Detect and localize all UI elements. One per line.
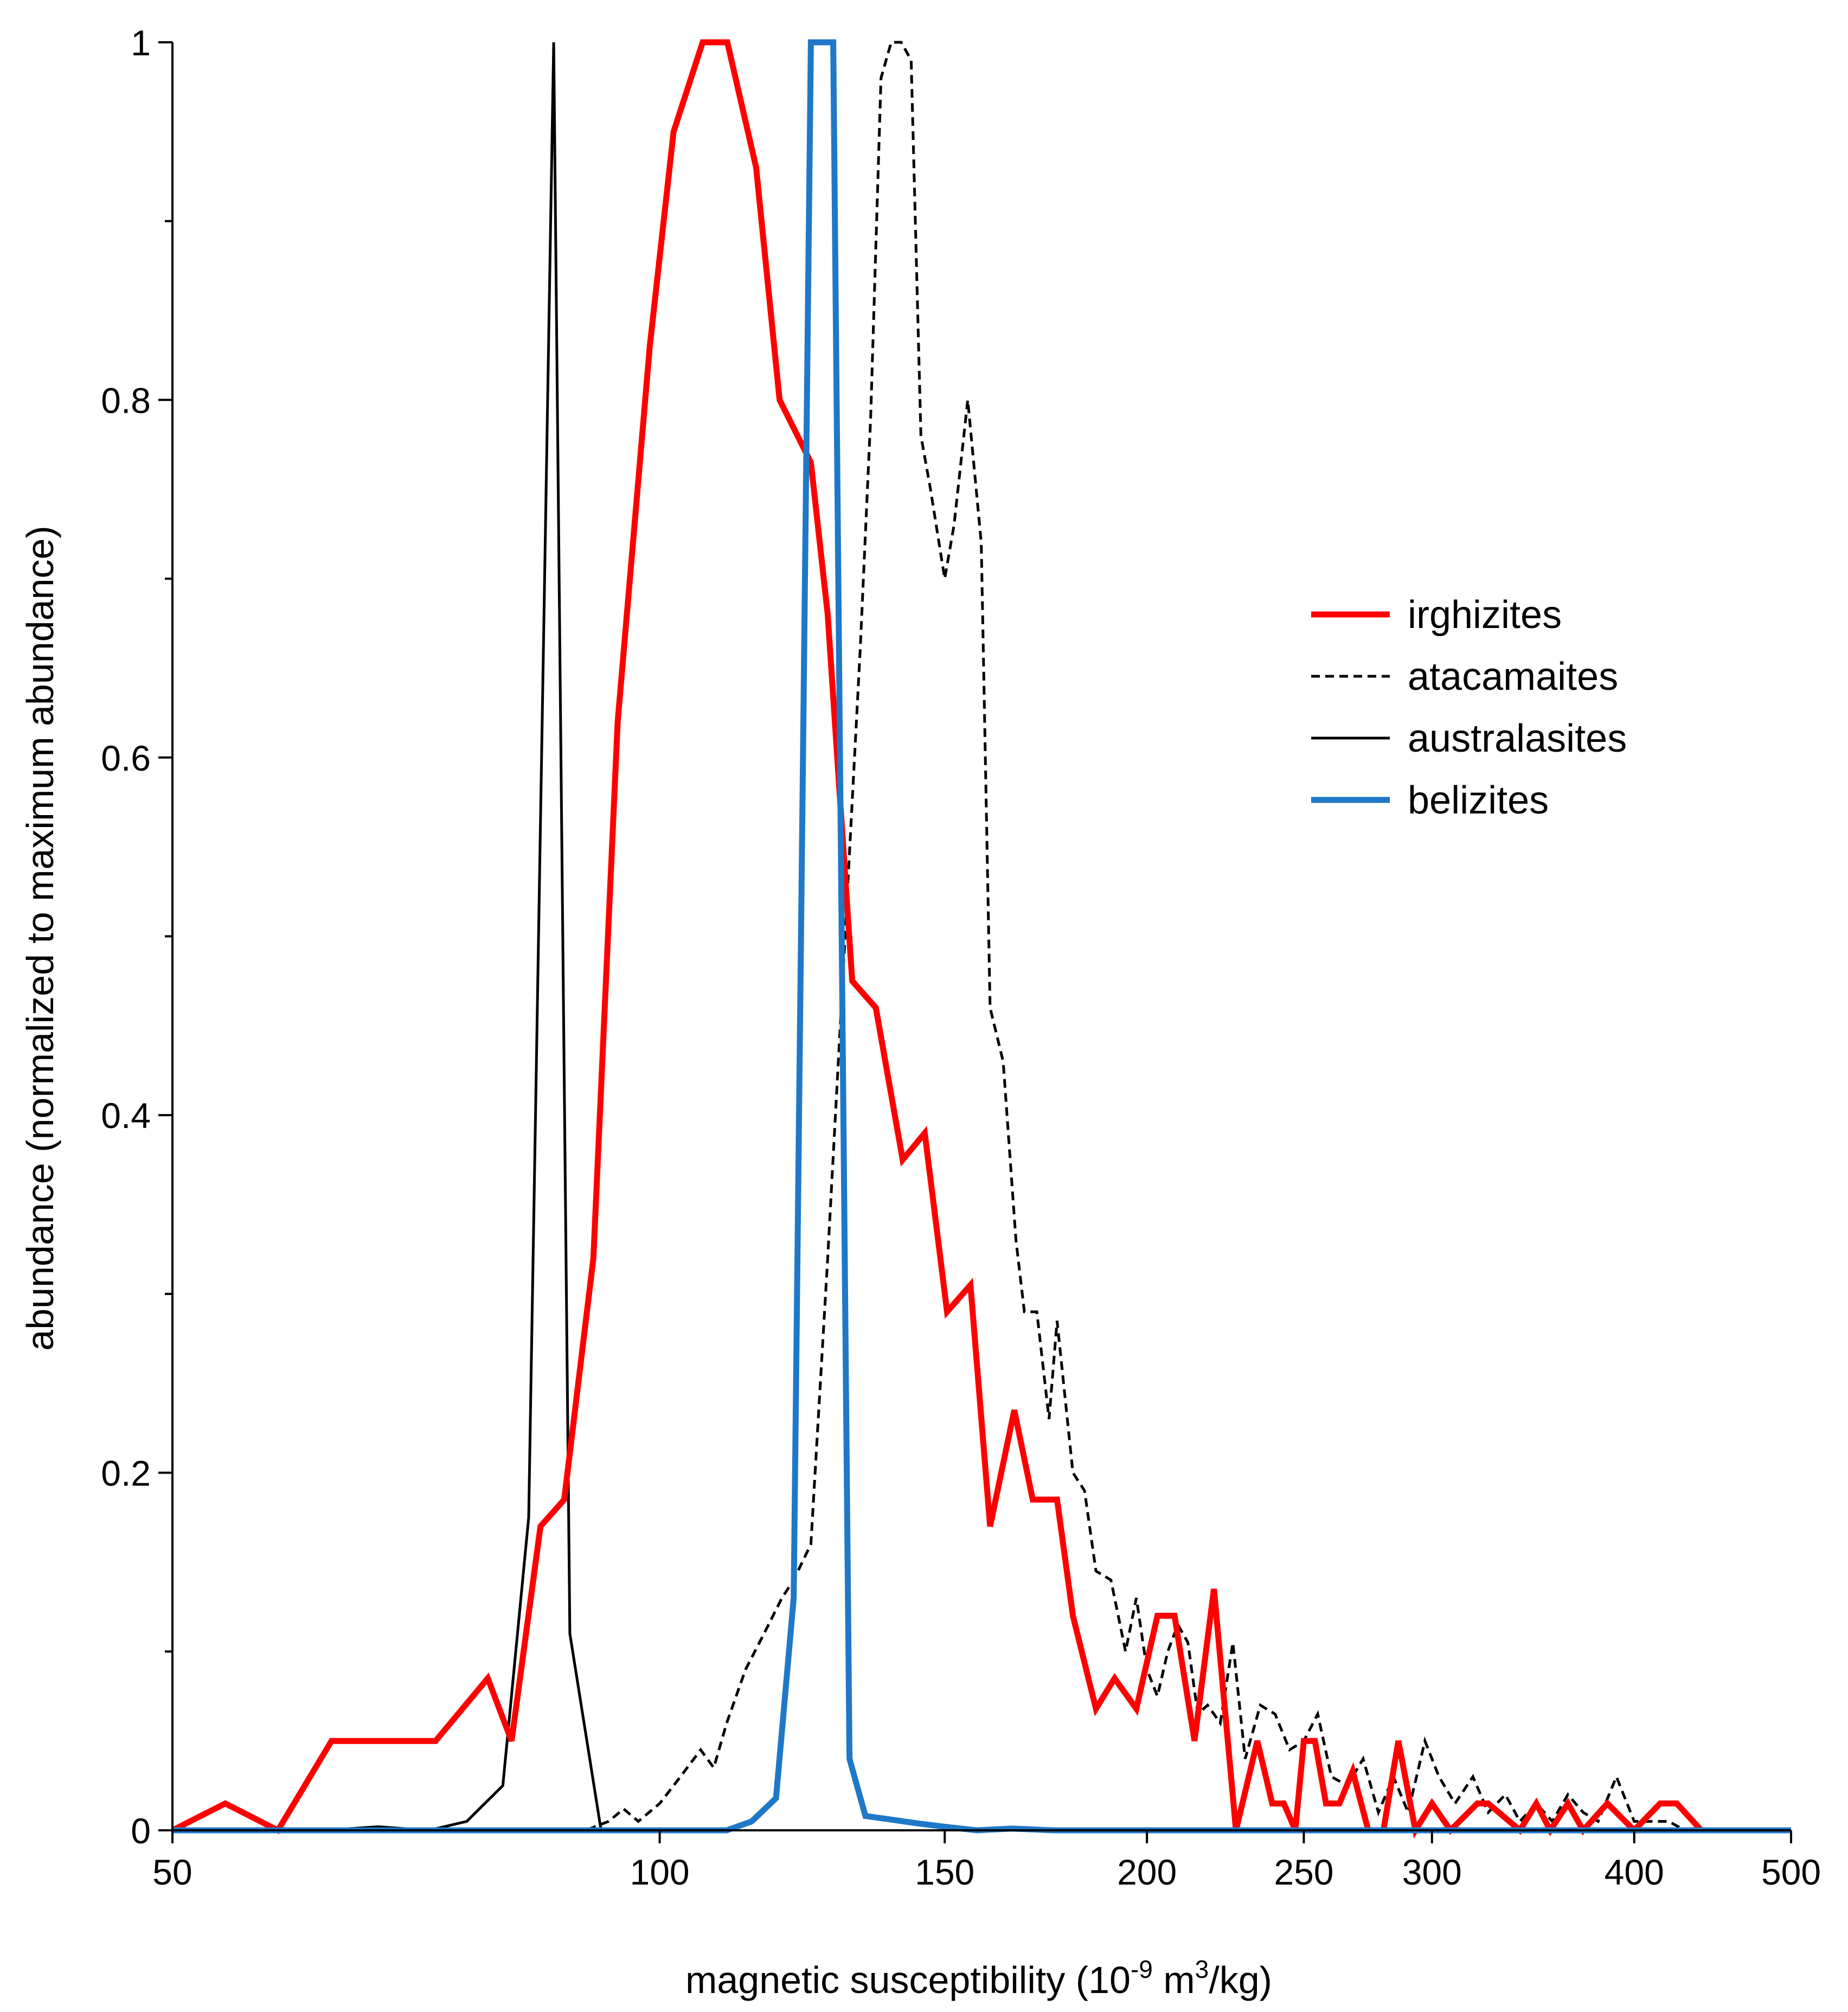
y-tick-label: 1 — [131, 23, 151, 63]
y-tick-label: 0.6 — [101, 738, 151, 778]
y-axis-title: abundance (normalized to maximum abundan… — [19, 526, 61, 1350]
x-tick-label: 500 — [1761, 1852, 1821, 1892]
y-tick-label: 0.2 — [101, 1453, 151, 1494]
x-tick-label: 200 — [1117, 1852, 1177, 1892]
legend-label-irghizites: irghizites — [1408, 593, 1562, 637]
x-tick-label: 150 — [915, 1852, 974, 1892]
y-tick-label: 0.8 — [101, 380, 151, 420]
x-axis-title-prefix: magnetic susceptibility (10 — [685, 1959, 1131, 2001]
legend-label-atacamaites: atacamaites — [1408, 655, 1618, 699]
x-axis-title-suffix: /kg) — [1209, 1959, 1272, 2001]
series-line-atacamaites — [545, 41, 1791, 1832]
series-line-irghizites — [171, 39, 1733, 1838]
x-tick-label: 100 — [630, 1852, 690, 1892]
legend: irghizites atacamaites australasites belizi… — [1311, 593, 1627, 822]
legend-label-australasites: australasites — [1408, 717, 1627, 760]
x-axis-title-middle: m — [1153, 1959, 1195, 2001]
x-tick-label: 50 — [152, 1852, 192, 1892]
x-tick-label: 300 — [1402, 1852, 1462, 1892]
x-axis-title-exponent: -9 — [1131, 1955, 1153, 1983]
x-axis-title: magnetic susceptibility (10-9 m3/kg) — [685, 1955, 1272, 2001]
y-tick-label: 0.4 — [101, 1095, 151, 1136]
x-tick-label: 400 — [1605, 1852, 1664, 1892]
x-axis-title-unit-exponent: 3 — [1195, 1955, 1209, 1983]
y-tick-label: 0 — [131, 1811, 151, 1851]
x-tick-label: 250 — [1274, 1852, 1333, 1892]
legend-label-belizites: belizites — [1408, 779, 1549, 822]
